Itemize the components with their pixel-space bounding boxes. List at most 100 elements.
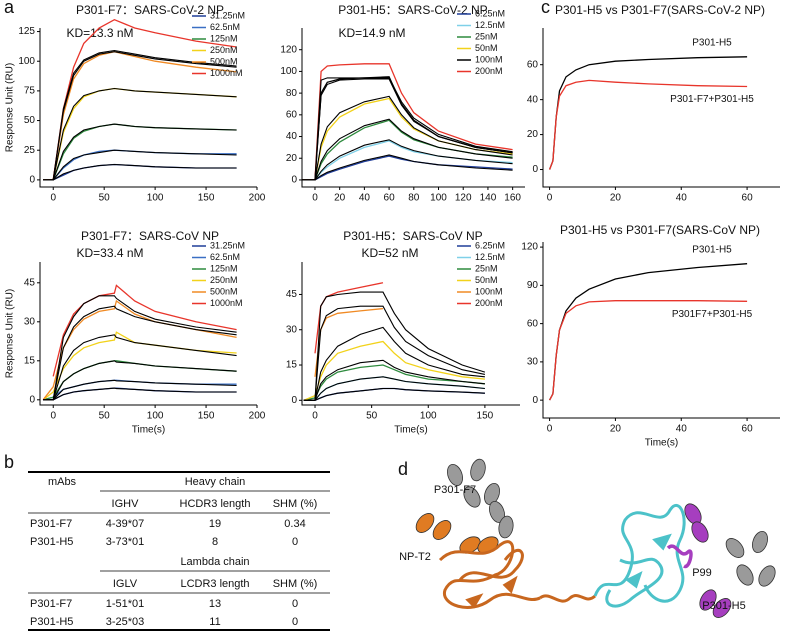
table-cell: 3-73*01 — [106, 536, 145, 548]
y-tick-label: 60 — [527, 318, 539, 329]
row-name: P301-H5 — [30, 536, 73, 548]
y-tick-label: 60 — [286, 109, 298, 120]
x-tick-label: 50 — [366, 411, 378, 422]
y-axis-label: Response Unit (RU) — [5, 289, 16, 378]
y-tick-label: 120 — [521, 242, 538, 253]
legend-label: 1000nM — [210, 298, 243, 308]
panel-label: c — [541, 0, 550, 17]
legend-label: 31.25nM — [210, 10, 245, 20]
y-tick-label: 30 — [527, 357, 539, 368]
legend-label: 250nM — [210, 45, 238, 55]
y-tick-label: 20 — [527, 129, 539, 140]
kd-annotation: KD=13.3 nM — [66, 26, 133, 40]
fit-line — [303, 291, 486, 401]
x-tick-label: 100 — [147, 193, 164, 204]
legend-label: 100nM — [475, 54, 503, 64]
series-label: P301-H5 — [692, 244, 732, 255]
table-cell: 0 — [292, 598, 298, 610]
y-tick-label: 0 — [532, 164, 538, 175]
x-tick-label: 50 — [99, 193, 111, 204]
y-axis-label: Response Unit (RU) — [5, 63, 16, 152]
axes — [301, 28, 525, 188]
x-tick-label: 200 — [249, 411, 266, 422]
data-line — [52, 284, 237, 377]
y-tick-label: 90 — [527, 280, 539, 291]
legend-label: 1000nM — [210, 68, 243, 78]
kd-annotation: KD=52 nM — [361, 246, 418, 260]
table-cell: 19 — [209, 518, 221, 530]
legend-label: 200nM — [475, 66, 503, 76]
axes — [301, 262, 520, 406]
data-line — [303, 340, 485, 401]
y-tick-label: 50 — [24, 115, 36, 126]
chart-title: P301-F7：SARS-CoV NP — [81, 229, 219, 243]
y-tick-label: 25 — [24, 145, 36, 156]
y-tick-label: 45 — [24, 277, 36, 288]
table-cell: 11 — [209, 616, 220, 628]
fit-line — [302, 95, 513, 181]
y-tick-label: 30 — [286, 324, 298, 335]
data-line — [549, 263, 748, 401]
table-cell: 13 — [209, 598, 221, 610]
x-tick-label: 40 — [676, 424, 688, 435]
x-axis-label: Time(s) — [645, 438, 679, 449]
y-tick-label: 15 — [24, 355, 36, 366]
legend-label: 500nM — [210, 286, 238, 296]
x-tick-label: 150 — [198, 193, 215, 204]
y-tick-label: 0 — [291, 395, 297, 406]
x-tick-label: 60 — [742, 193, 754, 204]
y-tick-label: 45 — [286, 289, 298, 300]
x-tick-label: 100 — [147, 411, 164, 422]
column-header: SHM (%) — [273, 498, 318, 510]
x-tick-label: 160 — [504, 193, 521, 204]
x-tick-label: 0 — [312, 411, 318, 422]
y-tick-label: 40 — [286, 131, 298, 142]
legend-label: 12.5nM — [475, 252, 505, 262]
y-tick-label: 100 — [280, 66, 297, 77]
fit-line — [43, 123, 237, 181]
structure-drawing — [415, 458, 776, 618]
data-line — [548, 56, 748, 170]
column-header: HCDR3 length — [180, 498, 251, 510]
section-title: Lambda chain — [180, 556, 249, 568]
fit-line — [43, 49, 237, 181]
y-tick-label: 80 — [286, 88, 298, 99]
kd-annotation: KD=33.4 nM — [76, 246, 143, 260]
row-name: P301-F7 — [30, 518, 72, 530]
row-name: P301-F7 — [30, 598, 72, 610]
chart-title: P301-H5 vs P301-F7(SARS-CoV NP) — [560, 223, 760, 237]
axes — [542, 28, 780, 188]
column-header: IGLV — [113, 578, 138, 590]
y-tick-label: 120 — [280, 44, 297, 55]
data-line — [42, 360, 237, 401]
axes — [542, 242, 780, 419]
chart-title: P301-F7：SARS-CoV-2 NP — [76, 3, 224, 17]
legend-label: 250nM — [210, 275, 238, 285]
structure-label: P301-F7 — [434, 484, 476, 496]
chart-title: P301-H5：SARS-CoV-2 NP — [338, 3, 487, 17]
y-tick-label: 30 — [24, 316, 36, 327]
table-cell: 4-39*07 — [106, 518, 145, 530]
data-line — [43, 163, 237, 181]
x-tick-label: 20 — [334, 193, 346, 204]
structure-label: P99 — [692, 567, 712, 579]
data-line — [302, 76, 513, 181]
table-cell: 8 — [212, 536, 218, 548]
fit-line — [43, 87, 237, 181]
x-tick-label: 100 — [420, 411, 437, 422]
x-tick-label: 0 — [547, 424, 553, 435]
x-tick-label: 40 — [676, 193, 688, 204]
x-tick-label: 20 — [610, 193, 622, 204]
data-line — [548, 79, 748, 170]
legend-label: 25nM — [475, 31, 498, 41]
legend-label: 50nM — [475, 43, 498, 53]
x-tick-label: 80 — [408, 193, 420, 204]
y-tick-label: 0 — [29, 175, 35, 186]
table-cell: 0 — [292, 536, 298, 548]
table-cell: 0.34 — [284, 518, 305, 530]
table-cell: 3-25*03 — [106, 616, 145, 628]
fit-line — [43, 379, 237, 401]
column-header: SHM (%) — [273, 578, 318, 590]
fit-line — [303, 376, 485, 401]
